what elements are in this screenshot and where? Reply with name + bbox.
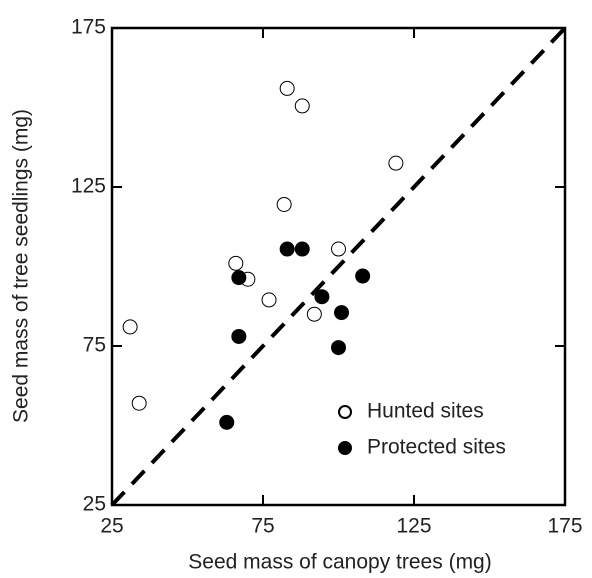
x-tick-label: 25 bbox=[100, 515, 123, 538]
point bbox=[122, 319, 138, 335]
y-tick-label: 75 bbox=[83, 334, 106, 357]
identity-line bbox=[110, 26, 567, 507]
y-tick-label: 125 bbox=[71, 175, 106, 198]
x-tick-label: 175 bbox=[547, 515, 582, 538]
x-axis-label: Seed mass of canopy trees (mg) bbox=[188, 551, 491, 574]
point bbox=[261, 292, 277, 308]
point bbox=[276, 196, 292, 212]
point bbox=[131, 395, 147, 411]
point bbox=[279, 241, 295, 257]
point bbox=[294, 98, 310, 114]
legend-label: Protected sites bbox=[367, 436, 506, 459]
legend-marker bbox=[338, 441, 352, 455]
point bbox=[334, 305, 350, 321]
legend-marker bbox=[338, 405, 352, 419]
point bbox=[331, 340, 346, 356]
point bbox=[355, 268, 371, 284]
legend-label: Hunted sites bbox=[367, 400, 484, 423]
x-tick-label: 75 bbox=[251, 515, 274, 538]
point bbox=[219, 414, 235, 430]
point bbox=[331, 241, 346, 257]
plot-frame bbox=[110, 26, 567, 507]
point bbox=[388, 155, 404, 171]
point bbox=[279, 80, 295, 96]
x-tick-label: 125 bbox=[396, 515, 431, 538]
point bbox=[231, 328, 247, 344]
point bbox=[231, 270, 247, 286]
point bbox=[294, 241, 310, 257]
y-axis-label: Seed mass of tree seedlings (mg) bbox=[10, 109, 33, 423]
point bbox=[314, 289, 330, 305]
point bbox=[306, 306, 322, 322]
point bbox=[228, 255, 244, 271]
y-tick-label: 25 bbox=[83, 493, 106, 516]
y-tick-label: 175 bbox=[71, 16, 106, 39]
